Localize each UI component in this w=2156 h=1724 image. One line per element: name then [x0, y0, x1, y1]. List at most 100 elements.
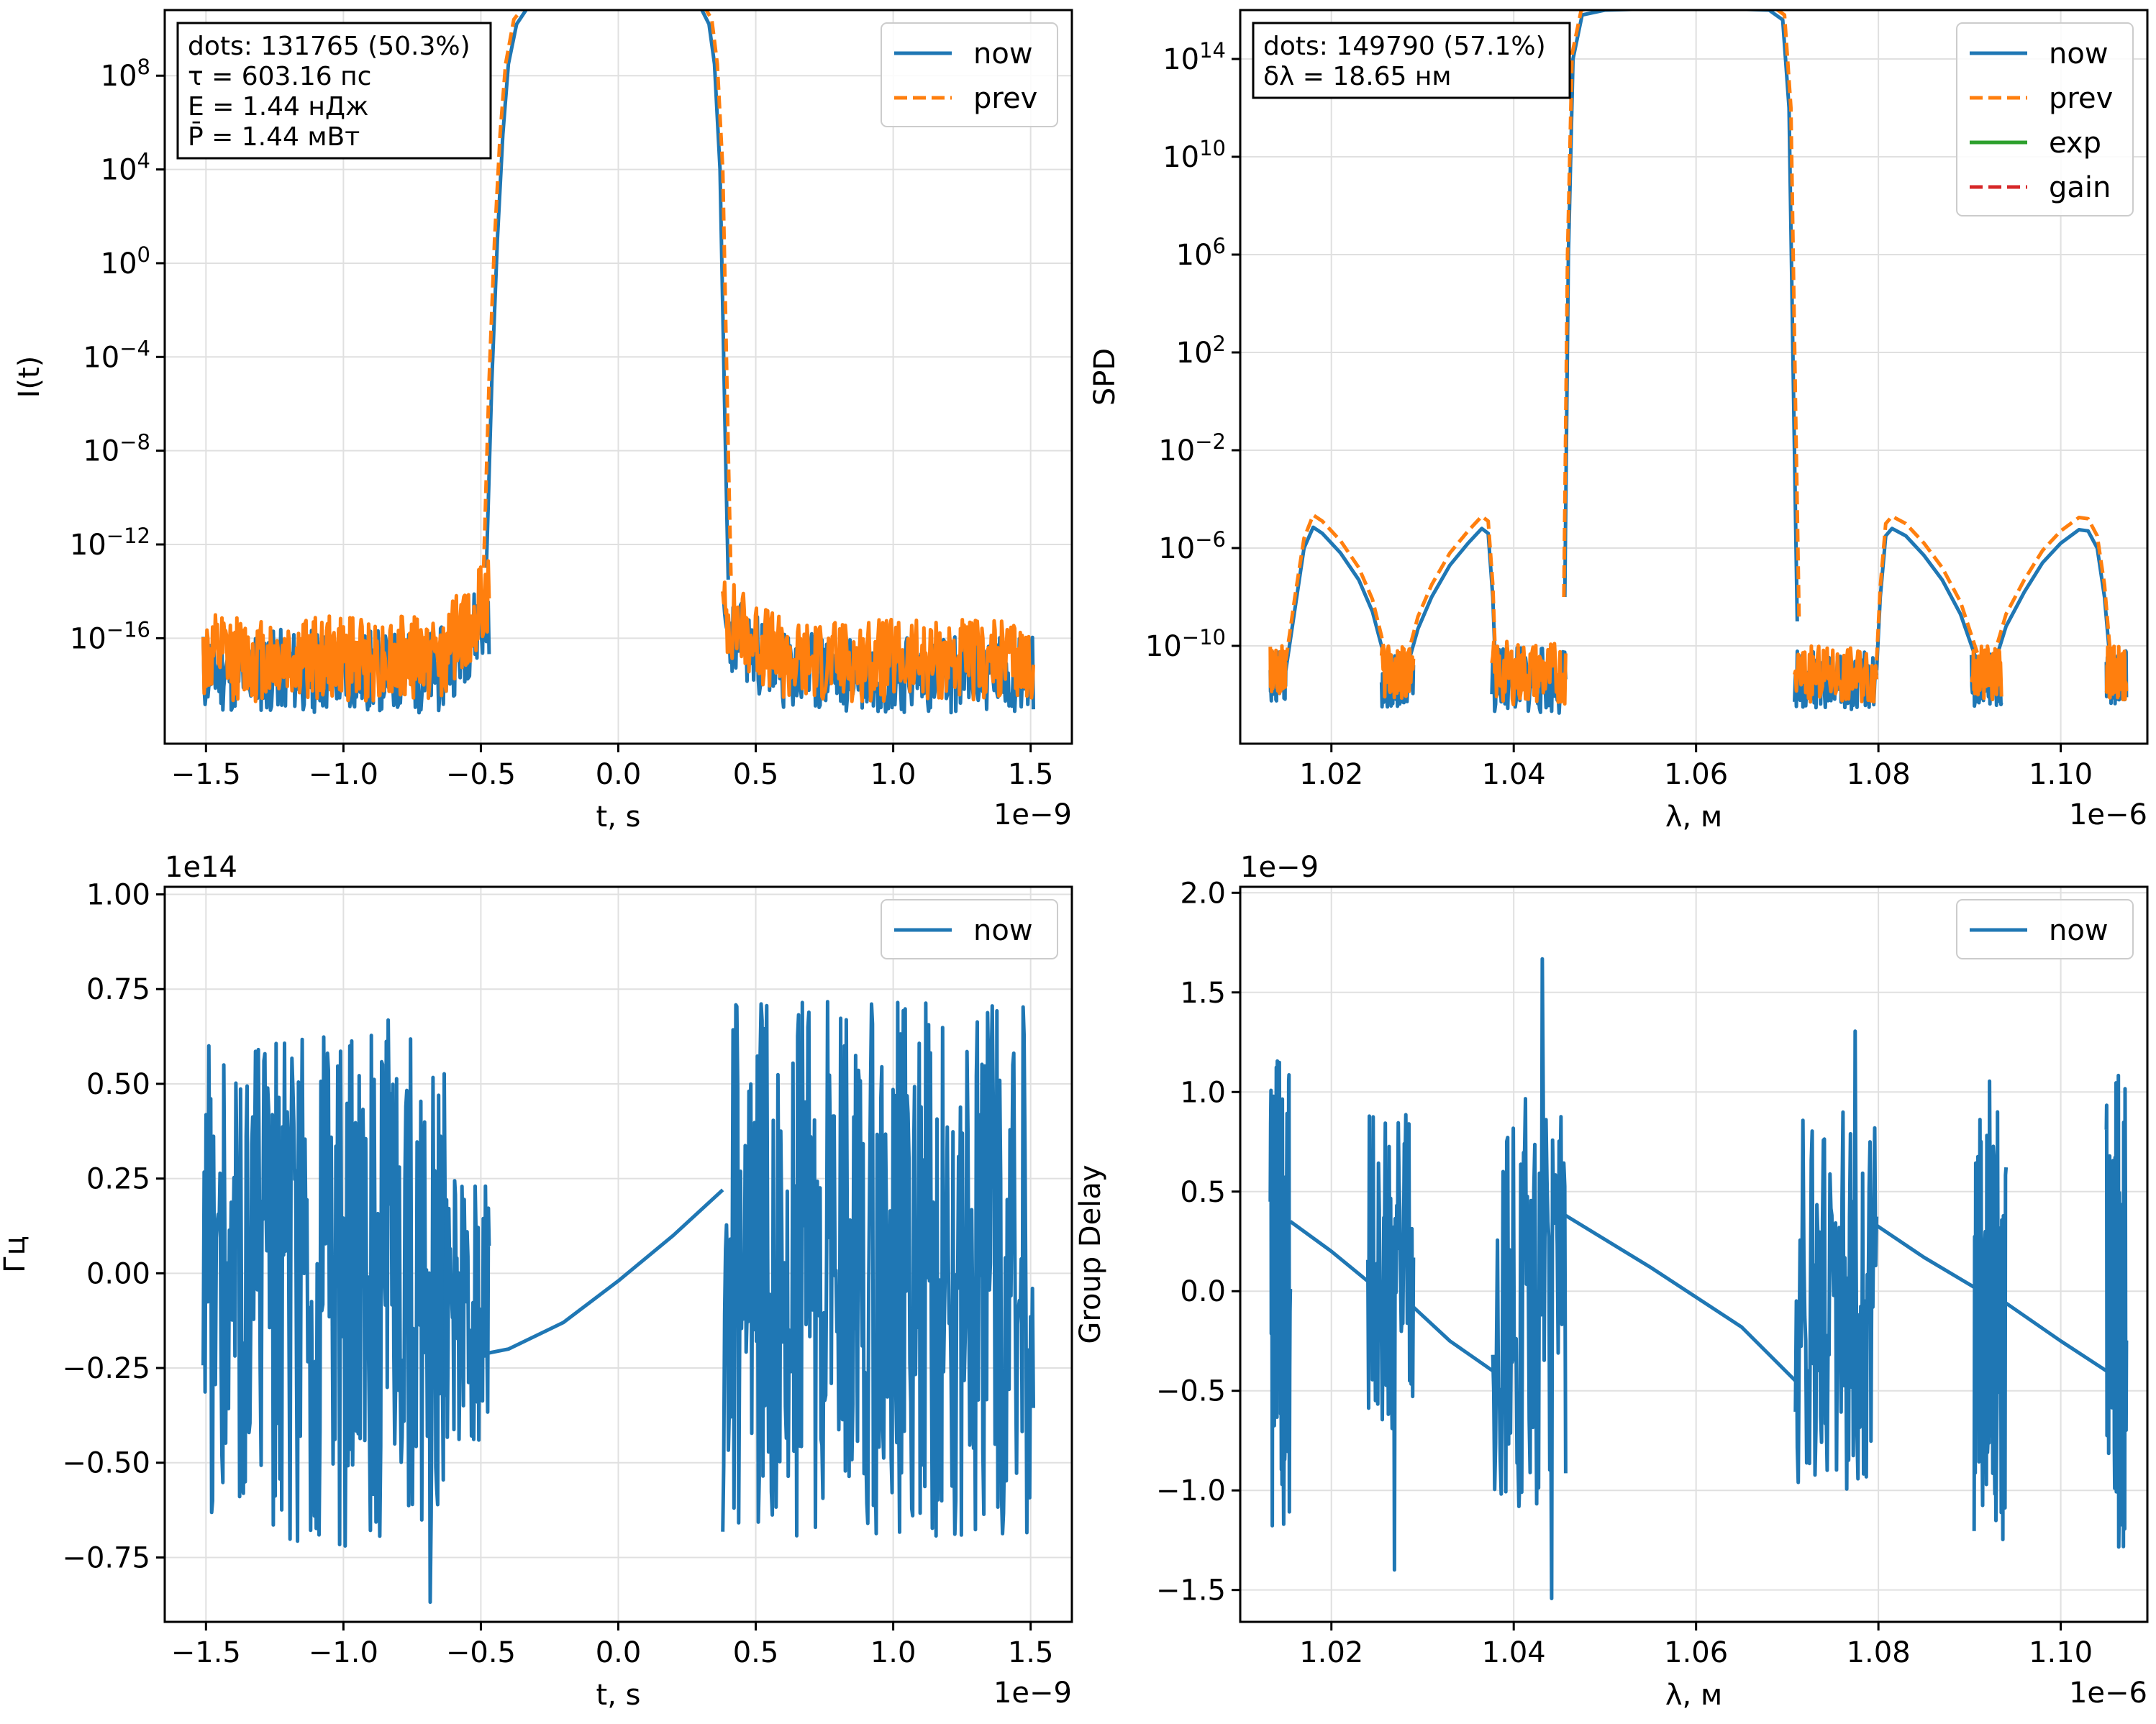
series-line-prev — [481, 10, 733, 580]
series-line-now — [1793, 1029, 1879, 1491]
series-line-prev — [1793, 644, 1879, 704]
series-line-prev — [721, 580, 1035, 703]
legend-label-now: now — [973, 914, 1033, 947]
series-line-now — [2104, 1073, 2129, 1549]
y-axis-label: Гц — [0, 1236, 32, 1273]
y-tick-label: 0.75 — [86, 973, 150, 1006]
series-line-now — [1289, 1220, 1369, 1283]
x-tick-label: 1.5 — [1008, 758, 1054, 791]
series-line-now — [1412, 1305, 1494, 1373]
plot-area — [201, 1000, 1035, 1605]
x-axis-label: λ, м — [1665, 1679, 1722, 1712]
y-tick-label: 1.00 — [86, 879, 150, 912]
plot-area — [1268, 10, 2129, 715]
legend-label-now: now — [973, 37, 1033, 70]
x-tick-label: 1.04 — [1482, 1636, 1546, 1669]
y-tick-label: 10−6 — [1158, 527, 1226, 565]
x-offset-text: 1e−6 — [2069, 1677, 2147, 1710]
y-offset-text: 1e14 — [165, 851, 237, 884]
y-tick-label: 104 — [101, 149, 150, 187]
series-line-now — [1283, 525, 1390, 678]
annotation-frame — [1252, 22, 1571, 99]
series-now — [1268, 957, 2129, 1600]
y-tick-label: 0.50 — [86, 1068, 150, 1101]
series-line-now — [201, 1018, 447, 1605]
y-tick-label: 10−4 — [83, 336, 150, 374]
x-tick-label: 1.10 — [2029, 758, 2093, 791]
series-now — [201, 1000, 1035, 1605]
annotation-line: δλ = 18.65 нм — [1263, 62, 1452, 91]
x-tick-label: −0.5 — [446, 758, 516, 791]
legend-label-now: now — [2049, 914, 2109, 947]
legend: now — [1956, 899, 2134, 959]
y-tick-label: 10−10 — [1145, 625, 1226, 663]
y-axis-label: SPD — [1088, 348, 1122, 406]
y-tick-label: 1.5 — [1180, 977, 1226, 1010]
y-tick-label: −1.5 — [1156, 1574, 1226, 1607]
x-tick-label: −1.0 — [309, 1636, 378, 1669]
x-tick-label: 1.02 — [1299, 1636, 1363, 1669]
series-line-prev — [1404, 514, 1498, 662]
annotation-frame — [176, 22, 492, 160]
x-offset-text: 1e−6 — [2069, 798, 2147, 831]
y-tick-label: 10−16 — [70, 617, 150, 655]
series-line-now — [484, 10, 730, 580]
legend-label-gain: gain — [2049, 171, 2111, 204]
y-tick-label: −0.75 — [62, 1541, 150, 1574]
x-tick-label: 1.10 — [2029, 1636, 2093, 1669]
legend-frame — [1956, 22, 2134, 216]
y-tick-label: 0.00 — [86, 1257, 150, 1290]
y-tick-label: −0.50 — [62, 1447, 150, 1480]
x-tick-label: −0.5 — [446, 1636, 516, 1669]
series-line-prev — [1283, 513, 1390, 671]
series-line-prev — [201, 559, 491, 703]
x-tick-label: 0.5 — [733, 1636, 779, 1669]
x-tick-label: 1.08 — [1847, 1636, 1911, 1669]
y-tick-label: 1014 — [1163, 38, 1226, 76]
y-tick-label: −1.0 — [1156, 1474, 1226, 1508]
series-line-now — [1365, 1113, 1416, 1572]
x-tick-label: 1.02 — [1299, 758, 1363, 791]
y-offset-text: 1e−9 — [1240, 851, 1319, 884]
y-tick-label: 106 — [1176, 234, 1226, 272]
series-line-now — [2005, 1301, 2108, 1373]
series-line-now — [1268, 1059, 1293, 1528]
series-line-now — [1875, 1223, 1975, 1289]
y-tick-label: 10−12 — [70, 524, 150, 562]
legend: now prev exp gain — [1956, 22, 2134, 216]
annotation-line: P̄ = 1.44 мВт — [188, 121, 360, 152]
x-offset-text: 1e−9 — [993, 1677, 1072, 1710]
series-prev — [1268, 10, 2129, 707]
series-prev — [201, 10, 1035, 703]
y-tick-label: 1.0 — [1180, 1076, 1226, 1109]
series-line-now — [443, 1179, 491, 1442]
y-tick-label: 0.25 — [86, 1163, 150, 1196]
legend-label-now: now — [2049, 37, 2109, 70]
x-axis-label: λ, м — [1665, 801, 1722, 834]
series-line-prev — [1379, 644, 1416, 700]
x-tick-label: 1.04 — [1482, 758, 1546, 791]
x-tick-label: −1.0 — [309, 758, 378, 791]
y-tick-label: −0.5 — [1156, 1375, 1226, 1408]
x-tick-label: 0.0 — [596, 758, 642, 791]
x-offset-text: 1e−9 — [993, 798, 1072, 831]
chart-ax2: 1.02 1.04 1.06 1.08 1.10 1014 1010 106 102 10−2 10… — [1088, 9, 2149, 834]
legend-frame — [881, 899, 1058, 959]
x-tick-label: 0.0 — [596, 1636, 642, 1669]
y-tick-label: 102 — [1176, 332, 1226, 370]
y-tick-label: 10−2 — [1158, 429, 1226, 468]
y-tick-label: 100 — [101, 242, 150, 281]
series-line-prev — [1562, 10, 1801, 622]
chart-ax4: 1.02 1.04 1.06 1.08 1.10 2.0 1.5 1.0 0.5 0.0 −0.5 −… — [1074, 851, 2149, 1712]
chart-ax3: −1.5 −1.0 −0.5 0.0 0.5 1.0 1.5 1.00 0.75 0.50 0.25… — [0, 851, 1073, 1712]
annotation-line: dots: 131765 (50.3%) — [188, 32, 470, 61]
y-tick-label: 10−8 — [83, 430, 150, 468]
annotation-box: dots: 131765 (50.3%)τ = 603.16 псE = 1.4… — [176, 22, 492, 160]
series-line-prev — [1268, 644, 1288, 695]
series-line-prev — [1490, 639, 1568, 707]
x-tick-label: 1.5 — [1008, 1636, 1054, 1669]
legend: now prev — [881, 22, 1058, 127]
plot-area — [201, 10, 1035, 715]
x-tick-label: 1.06 — [1664, 758, 1728, 791]
